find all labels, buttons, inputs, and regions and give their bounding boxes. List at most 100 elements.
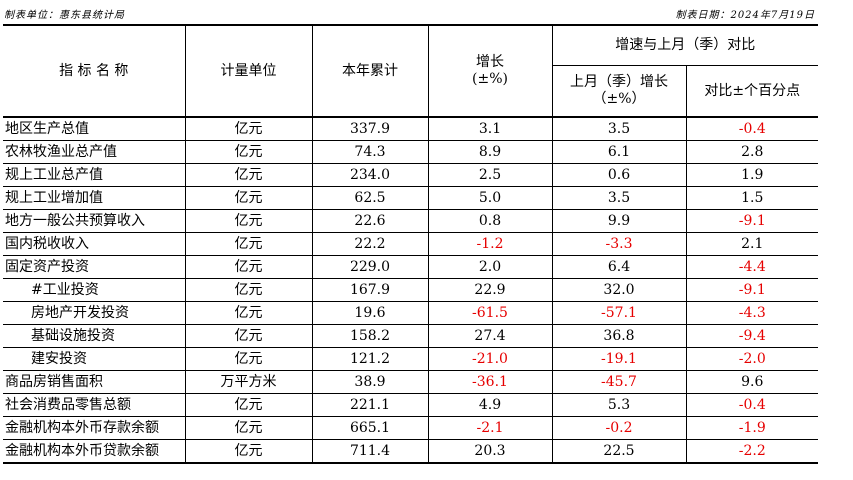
row-ytd-value: 234.0	[312, 163, 429, 187]
row-growth-value: -61.5	[428, 301, 553, 325]
table-row: 地区生产总值 亿元 337.9 3.1 3.5 -0.4	[3, 117, 818, 141]
row-unit: 亿元	[185, 232, 313, 256]
row-growth-value: -1.2	[428, 232, 553, 256]
row-pct-point-diff: -9.1	[686, 278, 818, 302]
row-indicator-name: #工业投资	[3, 278, 186, 302]
row-indicator-name: 基础设施投资	[3, 324, 186, 348]
row-indicator-name: 国内税收收入	[3, 232, 186, 256]
row-growth-value: 3.1	[428, 117, 553, 141]
row-indicator-name: 地方一般公共预算收入	[3, 209, 186, 233]
table-row: 固定资产投资 亿元 229.0 2.0 6.4 -4.4	[3, 255, 818, 279]
table-row: 国内税收收入 亿元 22.2 -1.2 -3.3 2.1	[3, 232, 818, 256]
row-unit: 亿元	[185, 163, 313, 187]
row-unit: 万平方米	[185, 370, 313, 394]
row-ytd-value: 158.2	[312, 324, 429, 348]
row-indicator-name: 规上工业总产值	[3, 163, 186, 187]
row-prev-growth-value: 36.8	[552, 324, 687, 348]
row-growth-value: 2.5	[428, 163, 553, 187]
header-ytd: 本年累计	[312, 24, 429, 118]
row-prev-growth-value: -19.1	[552, 347, 687, 371]
row-growth-value: 20.3	[428, 439, 553, 464]
row-indicator-name: 农林牧渔业总产值	[3, 140, 186, 164]
row-unit: 亿元	[185, 301, 313, 325]
header-pct-points: 对比±个百分点	[686, 65, 818, 118]
table-row: 基础设施投资 亿元 158.2 27.4 36.8 -9.4	[3, 324, 818, 348]
row-prev-growth-value: -45.7	[552, 370, 687, 394]
row-ytd-value: 221.1	[312, 393, 429, 417]
row-prev-growth-value: 6.4	[552, 255, 687, 279]
row-indicator-name: 规上工业增加值	[3, 186, 186, 210]
table-row: 农林牧渔业总产值 亿元 74.3 8.9 6.1 2.8	[3, 140, 818, 164]
row-indicator-name: 建安投资	[3, 347, 186, 371]
row-pct-point-diff: 2.8	[686, 140, 818, 164]
row-pct-point-diff: -1.9	[686, 416, 818, 440]
row-unit: 亿元	[185, 347, 313, 371]
row-ytd-value: 22.2	[312, 232, 429, 256]
header-growth: 增长 (±%)	[428, 24, 553, 118]
table-row: 建安投资 亿元 121.2 -21.0 -19.1 -2.0	[3, 347, 818, 371]
row-growth-value: 4.9	[428, 393, 553, 417]
row-ytd-value: 229.0	[312, 255, 429, 279]
row-ytd-value: 665.1	[312, 416, 429, 440]
row-pct-point-diff: 1.5	[686, 186, 818, 210]
row-unit: 亿元	[185, 439, 313, 464]
row-prev-growth-value: 0.6	[552, 163, 687, 187]
row-ytd-value: 38.9	[312, 370, 429, 394]
header-indicator: 指 标 名 称	[3, 24, 186, 118]
row-ytd-value: 22.6	[312, 209, 429, 233]
header-prev-growth-line1: 上月（季）增长	[570, 74, 668, 90]
row-ytd-value: 19.6	[312, 301, 429, 325]
row-unit: 亿元	[185, 209, 313, 233]
row-growth-value: -2.1	[428, 416, 553, 440]
table-body: 地区生产总值 亿元 337.9 3.1 3.5 -0.4 农林牧渔业总产值 亿元 74.3 8.9…	[3, 117, 818, 464]
table-row: #工业投资 亿元 167.9 22.9 32.0 -9.1	[3, 278, 818, 302]
row-pct-point-diff: -4.4	[686, 255, 818, 279]
row-prev-growth-value: 6.1	[552, 140, 687, 164]
date-label: 制表日期：2024年7月19日	[675, 10, 815, 21]
row-ytd-value: 167.9	[312, 278, 429, 302]
row-pct-point-diff: -9.4	[686, 324, 818, 348]
row-indicator-name: 社会消费品零售总额	[3, 393, 186, 417]
table-row: 规上工业总产值 亿元 234.0 2.5 0.6 1.9	[3, 163, 818, 187]
row-indicator-name: 固定资产投资	[3, 255, 186, 279]
issuer-label: 制表单位：惠东县统计局	[4, 10, 125, 21]
row-growth-value: 5.0	[428, 186, 553, 210]
row-prev-growth-value: -3.3	[552, 232, 687, 256]
row-pct-point-diff: -9.1	[686, 209, 818, 233]
row-pct-point-diff: -2.2	[686, 439, 818, 464]
statistics-table: 指 标 名 称 计量单位 本年累计 增长 (±%) 增速与上月（季）对比 上月（…	[3, 24, 818, 464]
row-pct-point-diff: -2.0	[686, 347, 818, 371]
row-unit: 亿元	[185, 255, 313, 279]
row-indicator-name: 商品房销售面积	[3, 370, 186, 394]
row-growth-value: -36.1	[428, 370, 553, 394]
row-growth-value: -21.0	[428, 347, 553, 371]
table-row: 社会消费品零售总额 亿元 221.1 4.9 5.3 -0.4	[3, 393, 818, 417]
table-row: 商品房销售面积 万平方米 38.9 -36.1 -45.7 9.6	[3, 370, 818, 394]
row-pct-point-diff: 9.6	[686, 370, 818, 394]
row-unit: 亿元	[185, 393, 313, 417]
table-row: 金融机构本外币存款余额 亿元 665.1 -2.1 -0.2 -1.9	[3, 416, 818, 440]
row-unit: 亿元	[185, 117, 313, 141]
row-prev-growth-value: 22.5	[552, 439, 687, 464]
row-indicator-name: 房地产开发投资	[3, 301, 186, 325]
row-pct-point-diff: -4.3	[686, 301, 818, 325]
header-unit: 计量单位	[185, 24, 313, 118]
row-indicator-name: 地区生产总值	[3, 117, 186, 141]
table-row: 地方一般公共预算收入 亿元 22.6 0.8 9.9 -9.1	[3, 209, 818, 233]
row-growth-value: 27.4	[428, 324, 553, 348]
header-growth-line2: (±%)	[472, 71, 508, 87]
row-unit: 亿元	[185, 186, 313, 210]
table-row: 金融机构本外币贷款余额 亿元 711.4 20.3 22.5 -2.2	[3, 439, 818, 464]
table-row: 房地产开发投资 亿元 19.6 -61.5 -57.1 -4.3	[3, 301, 818, 325]
row-prev-growth-value: 3.5	[552, 117, 687, 141]
row-ytd-value: 74.3	[312, 140, 429, 164]
row-prev-growth-value: -0.2	[552, 416, 687, 440]
row-growth-value: 0.8	[428, 209, 553, 233]
row-ytd-value: 121.2	[312, 347, 429, 371]
row-prev-growth-value: -57.1	[552, 301, 687, 325]
row-unit: 亿元	[185, 416, 313, 440]
row-ytd-value: 337.9	[312, 117, 429, 141]
row-prev-growth-value: 32.0	[552, 278, 687, 302]
row-pct-point-diff: 2.1	[686, 232, 818, 256]
row-growth-value: 2.0	[428, 255, 553, 279]
